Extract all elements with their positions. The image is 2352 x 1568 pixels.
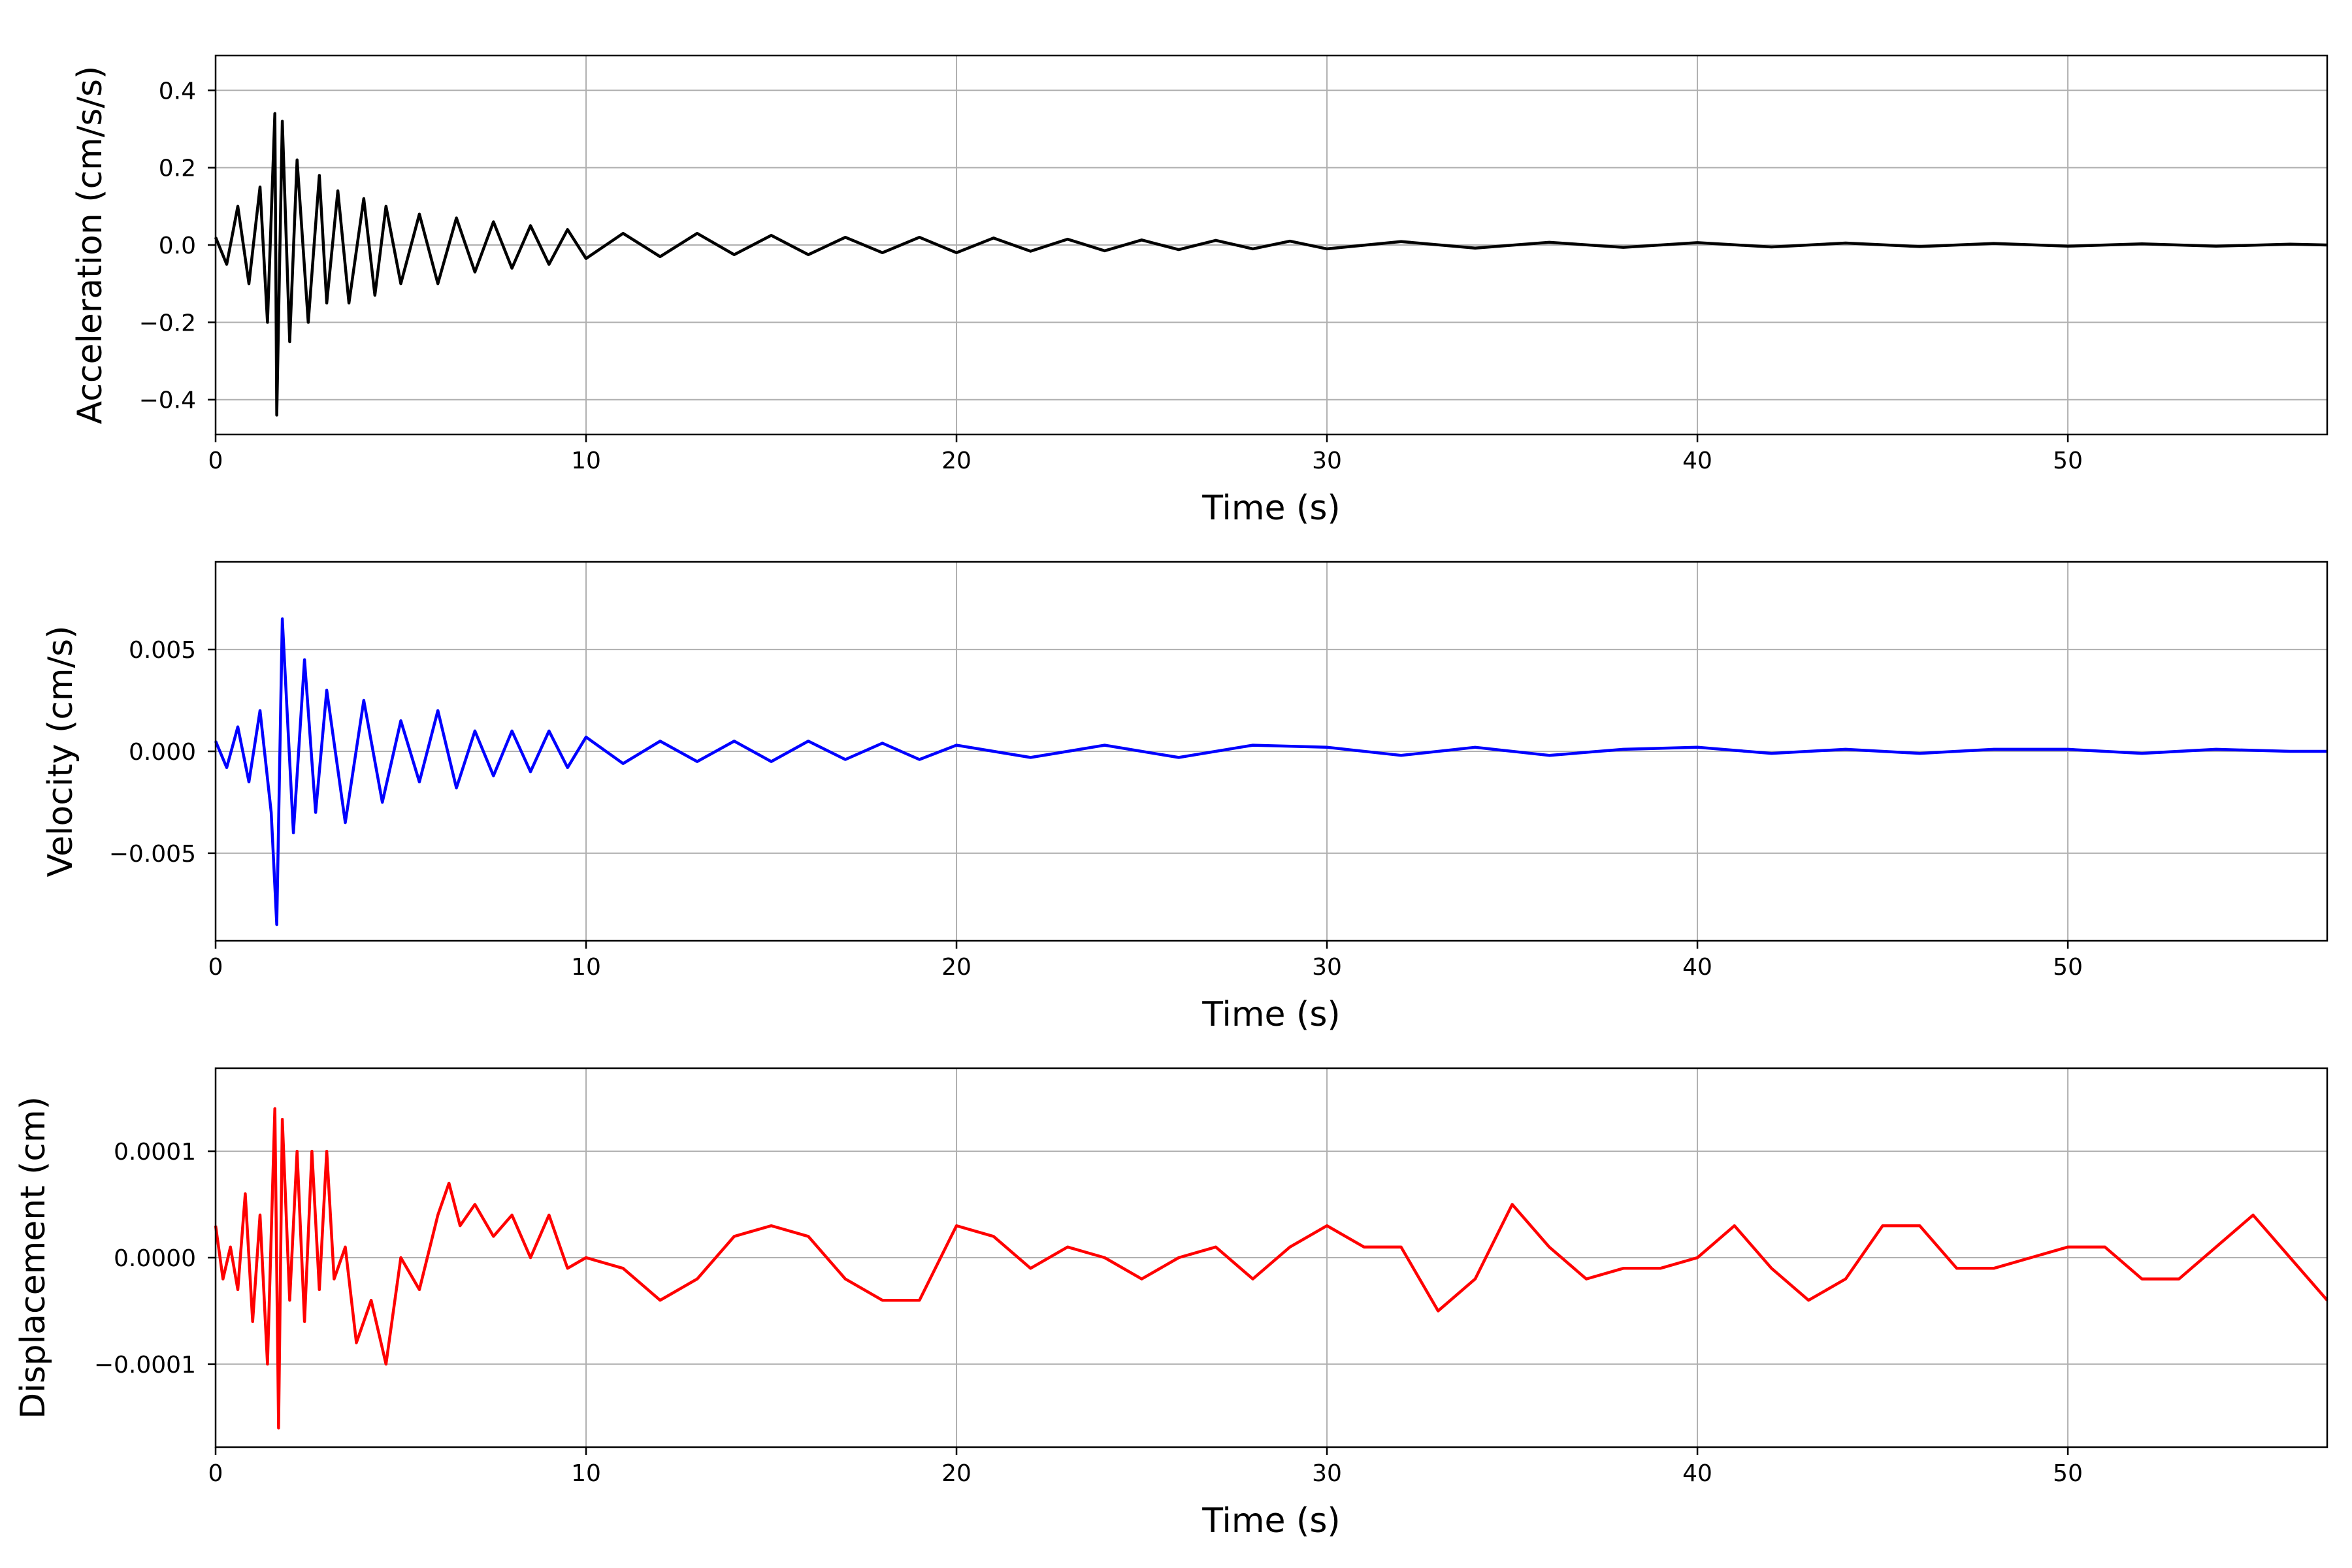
velocity-panel: 0 10 20 30 40 50 −0.005 0.000 0.005 Time (s) Veloc… — [41, 561, 2328, 1034]
x-tick-label: 0 — [208, 448, 223, 474]
x-tick-label: 20 — [941, 1460, 972, 1487]
y-tick-label: 0.2 — [159, 155, 196, 182]
x-tick-label: 40 — [1682, 1460, 1712, 1487]
velocity-series-line — [214, 617, 2327, 926]
x-tick-label: 20 — [941, 448, 972, 474]
acceleration-panel: 0 10 20 30 40 50 −0.4 −0.2 0.0 0.2 0.4 Time (s) Acce… — [71, 54, 2328, 528]
x-tick-label: 20 — [941, 954, 972, 981]
x-tick-label: 10 — [571, 448, 601, 474]
x-tick-label: 0 — [208, 1460, 223, 1487]
x-tick-label: 50 — [2053, 1460, 2083, 1487]
x-axis-label: Time (s) — [1201, 995, 1340, 1034]
y-tick-label: −0.4 — [139, 387, 196, 414]
y-tick-label: −0.2 — [139, 310, 196, 336]
x-tick-label: 40 — [1682, 954, 1712, 981]
x-tick-label: 30 — [1312, 954, 1342, 981]
y-tick-label: 0.0 — [159, 233, 196, 259]
displacement-panel: 0 10 20 30 40 50 −0.0001 0.0000 0.0001 Time (s) Di… — [14, 1067, 2328, 1541]
x-tick-label: 10 — [571, 1460, 601, 1487]
x-tick-label: 0 — [208, 954, 223, 981]
y-tick-label: 0.005 — [129, 637, 196, 664]
y-tick-label: 0.000 — [129, 739, 196, 766]
x-axis-label: Time (s) — [1201, 489, 1340, 528]
y-axis-label: Velocity (cm/s) — [41, 626, 80, 877]
x-tick-label: 50 — [2053, 448, 2083, 474]
x-tick-label: 40 — [1682, 448, 1712, 474]
y-tick-label: 0.0000 — [114, 1245, 196, 1272]
acceleration-series-line — [214, 112, 2328, 417]
x-tick-label: 50 — [2053, 954, 2083, 981]
x-tick-label: 30 — [1312, 1460, 1342, 1487]
x-tick-label: 10 — [571, 954, 601, 981]
y-axis-label: Displacement (cm) — [14, 1096, 53, 1419]
y-tick-label: 0.4 — [159, 78, 196, 105]
x-axis-label: Time (s) — [1201, 1501, 1340, 1541]
x-tick-label: 30 — [1312, 448, 1342, 474]
y-axis-label: Acceleration (cm/s/s) — [71, 66, 110, 425]
y-tick-label: 0.0001 — [114, 1139, 196, 1166]
y-tick-label: −0.0001 — [94, 1352, 196, 1379]
displacement-series-line — [214, 1107, 2328, 1429]
y-tick-label: −0.005 — [109, 841, 196, 868]
